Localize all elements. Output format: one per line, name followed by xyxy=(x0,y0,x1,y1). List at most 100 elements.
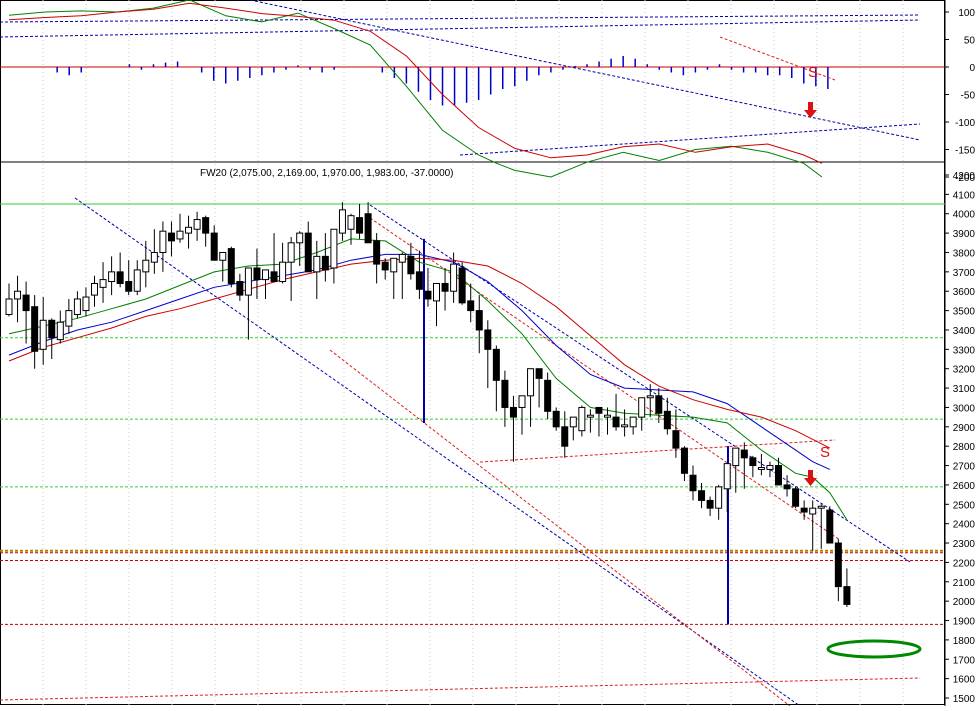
candle-body xyxy=(757,466,765,470)
price-y-tick-label: 3900 xyxy=(953,229,976,240)
candle-body xyxy=(91,282,98,296)
candle-body xyxy=(373,240,381,265)
candle-body xyxy=(356,217,364,234)
price-y-tick-label: 3700 xyxy=(953,268,976,279)
price-trend-line xyxy=(479,439,836,463)
candle-body xyxy=(56,321,64,341)
candle-body xyxy=(116,271,124,284)
candle-body xyxy=(279,261,287,283)
price-trend-line xyxy=(0,677,921,701)
candle-body xyxy=(304,232,312,273)
price-y-tick-label: 1800 xyxy=(953,636,976,647)
price-y-tick-label: 2600 xyxy=(953,481,976,492)
price-y-tick-label: 1900 xyxy=(953,617,976,628)
candle-body xyxy=(73,298,81,315)
candle-body xyxy=(22,294,30,312)
price-y-tick-label: 2500 xyxy=(953,500,976,511)
candle-body xyxy=(450,263,458,292)
candle-body xyxy=(518,395,526,408)
candle-body xyxy=(296,232,304,244)
price-trend-line xyxy=(369,204,911,563)
macd-y-tick-label: -150 xyxy=(955,146,975,157)
macd-trend-line xyxy=(459,123,921,156)
price-y-tick-label: 3100 xyxy=(953,384,976,395)
candle-body xyxy=(775,465,782,486)
candle-body xyxy=(31,306,39,352)
candle-body xyxy=(586,414,594,418)
price-y-tick-label: 1500 xyxy=(953,694,976,705)
candle-body xyxy=(732,447,740,467)
candle-body xyxy=(167,232,175,242)
chart-title: FW20 (2,075.00, 2,169.00, 1,970.00, 1,98… xyxy=(200,168,454,179)
candle-body xyxy=(313,255,321,273)
candle-body xyxy=(723,463,731,490)
candle-body xyxy=(834,542,842,588)
price-y-tick-label: 2200 xyxy=(953,558,976,569)
candle-body xyxy=(638,397,646,418)
candle-body xyxy=(544,379,552,412)
candle-body xyxy=(766,465,774,470)
candle-body xyxy=(604,414,611,418)
candle-body xyxy=(689,474,697,492)
macd-trend-line xyxy=(0,19,921,38)
candle-body xyxy=(749,457,757,467)
price-y-tick-label: 2700 xyxy=(953,462,976,473)
price-trend-line xyxy=(329,349,791,707)
price-y-tick-label: 4100 xyxy=(953,190,976,201)
candle-body xyxy=(817,505,825,509)
candle-body xyxy=(441,282,449,292)
candle-body xyxy=(14,290,22,300)
macd-trend-line xyxy=(0,14,921,23)
candle-body xyxy=(133,269,141,292)
price-signal-label: S xyxy=(820,444,830,461)
macd-y-tick-label: -50 xyxy=(961,91,976,102)
candle-body xyxy=(287,242,295,263)
candle-body xyxy=(740,449,748,459)
candle-body xyxy=(227,248,235,284)
candle-body xyxy=(176,230,184,240)
price-y-tick-label: 3500 xyxy=(953,307,976,318)
candle-body xyxy=(578,406,586,432)
price-trend-line xyxy=(369,217,841,541)
candle-body xyxy=(270,271,278,283)
price-y-tick-label: 2800 xyxy=(953,442,976,453)
candle-body xyxy=(527,368,535,397)
candle-body xyxy=(467,300,475,312)
price-signal-arrow xyxy=(804,470,817,486)
candle-body xyxy=(338,209,346,234)
candle-body xyxy=(210,232,218,261)
candle-body xyxy=(262,269,269,281)
candle-body xyxy=(407,255,415,275)
candle-body xyxy=(509,406,517,418)
candle-body xyxy=(433,282,440,302)
candle-body xyxy=(663,410,671,430)
macd-y-tick-label: 100 xyxy=(958,8,975,19)
candle-body xyxy=(253,267,261,281)
candle-body xyxy=(347,215,355,230)
candle-body xyxy=(612,416,620,428)
candle-body xyxy=(219,251,227,261)
candle-body xyxy=(809,507,817,515)
macd-trend-line xyxy=(719,36,836,81)
candle-body xyxy=(792,488,800,507)
candle-body xyxy=(398,253,406,263)
price-y-tick-label: 2100 xyxy=(953,578,976,589)
price-y-tick-label: 3400 xyxy=(953,326,976,337)
price-y-tick-label: 2400 xyxy=(953,520,976,531)
price-y-tick-label: 3200 xyxy=(953,365,976,376)
candle-body xyxy=(244,267,252,296)
candle-body xyxy=(390,257,398,273)
candle-body xyxy=(698,490,706,501)
price-y-tick-label: 2000 xyxy=(953,597,976,608)
macd-signal-arrow xyxy=(804,102,817,118)
candle-body xyxy=(364,213,372,244)
candle-body xyxy=(595,406,603,414)
candle-body xyxy=(800,507,808,513)
candle-body xyxy=(415,271,423,290)
candle-body xyxy=(39,319,47,350)
candle-body xyxy=(202,217,210,234)
price-y-tick-label: 4200 xyxy=(953,171,976,182)
candle-body xyxy=(381,261,389,271)
